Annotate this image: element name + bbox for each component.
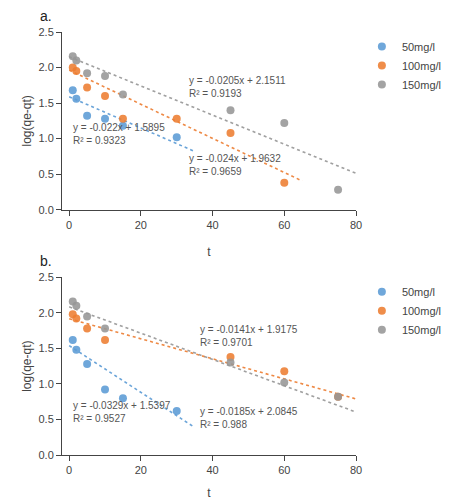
svg-text:80: 80 (350, 219, 362, 231)
svg-text:40: 40 (206, 219, 218, 231)
svg-text:2.5: 2.5 (39, 26, 54, 38)
svg-text:y = -0.0185x + 2.0845R² = 0.98: y = -0.0185x + 2.0845R² = 0.988 (200, 406, 298, 430)
svg-text:t: t (207, 486, 211, 500)
svg-text:0.5: 0.5 (39, 168, 54, 180)
svg-text:150mg/l: 150mg/l (402, 324, 441, 336)
svg-text:2.0: 2.0 (39, 61, 54, 73)
svg-text:60: 60 (278, 464, 290, 476)
svg-text:0.0: 0.0 (39, 204, 54, 216)
svg-text:0.5: 0.5 (39, 413, 54, 425)
svg-text:log(qe-qt): log(qe-qt) (20, 95, 34, 146)
svg-text:20: 20 (135, 464, 147, 476)
svg-text:0: 0 (66, 219, 72, 231)
svg-text:2.0: 2.0 (39, 307, 54, 319)
svg-text:1.5: 1.5 (39, 97, 54, 109)
svg-text:20: 20 (135, 219, 147, 231)
svg-text:80: 80 (350, 464, 362, 476)
svg-text:b.: b. (40, 253, 52, 269)
svg-text:log(qe-qt): log(qe-qt) (20, 340, 34, 391)
svg-text:50mg/l: 50mg/l (402, 286, 435, 298)
svg-text:1.0: 1.0 (39, 378, 54, 390)
svg-text:150mg/l: 150mg/l (402, 79, 441, 91)
svg-text:40: 40 (206, 464, 218, 476)
svg-text:100mg/l: 100mg/l (402, 305, 441, 317)
svg-text:2.5: 2.5 (39, 271, 54, 283)
svg-text:y = -0.0205x + 2.1511R² = 0.91: y = -0.0205x + 2.1511R² = 0.9193 (189, 75, 286, 99)
svg-text:60: 60 (278, 219, 290, 231)
svg-text:y = -0.0141x + 1.9175R² = 0.97: y = -0.0141x + 1.9175R² = 0.9701 (200, 324, 298, 348)
svg-text:y = -0.0329x + 1.5397R² = 0.95: y = -0.0329x + 1.5397R² = 0.9527 (73, 400, 171, 424)
svg-text:1.0: 1.0 (39, 132, 54, 144)
svg-text:0.0: 0.0 (39, 449, 54, 461)
svg-text:100mg/l: 100mg/l (402, 60, 441, 72)
svg-text:y = -0.024x + 1.9632R² = 0.965: y = -0.024x + 1.9632R² = 0.9659 (189, 153, 281, 177)
svg-text:0: 0 (66, 464, 72, 476)
svg-text:t: t (207, 245, 211, 259)
svg-text:y = -0.022x + 1.5895R² = 0.932: y = -0.022x + 1.5895R² = 0.9323 (73, 122, 165, 146)
svg-text:50mg/l: 50mg/l (402, 41, 435, 53)
svg-text:a.: a. (40, 8, 52, 24)
svg-text:1.5: 1.5 (39, 342, 54, 354)
